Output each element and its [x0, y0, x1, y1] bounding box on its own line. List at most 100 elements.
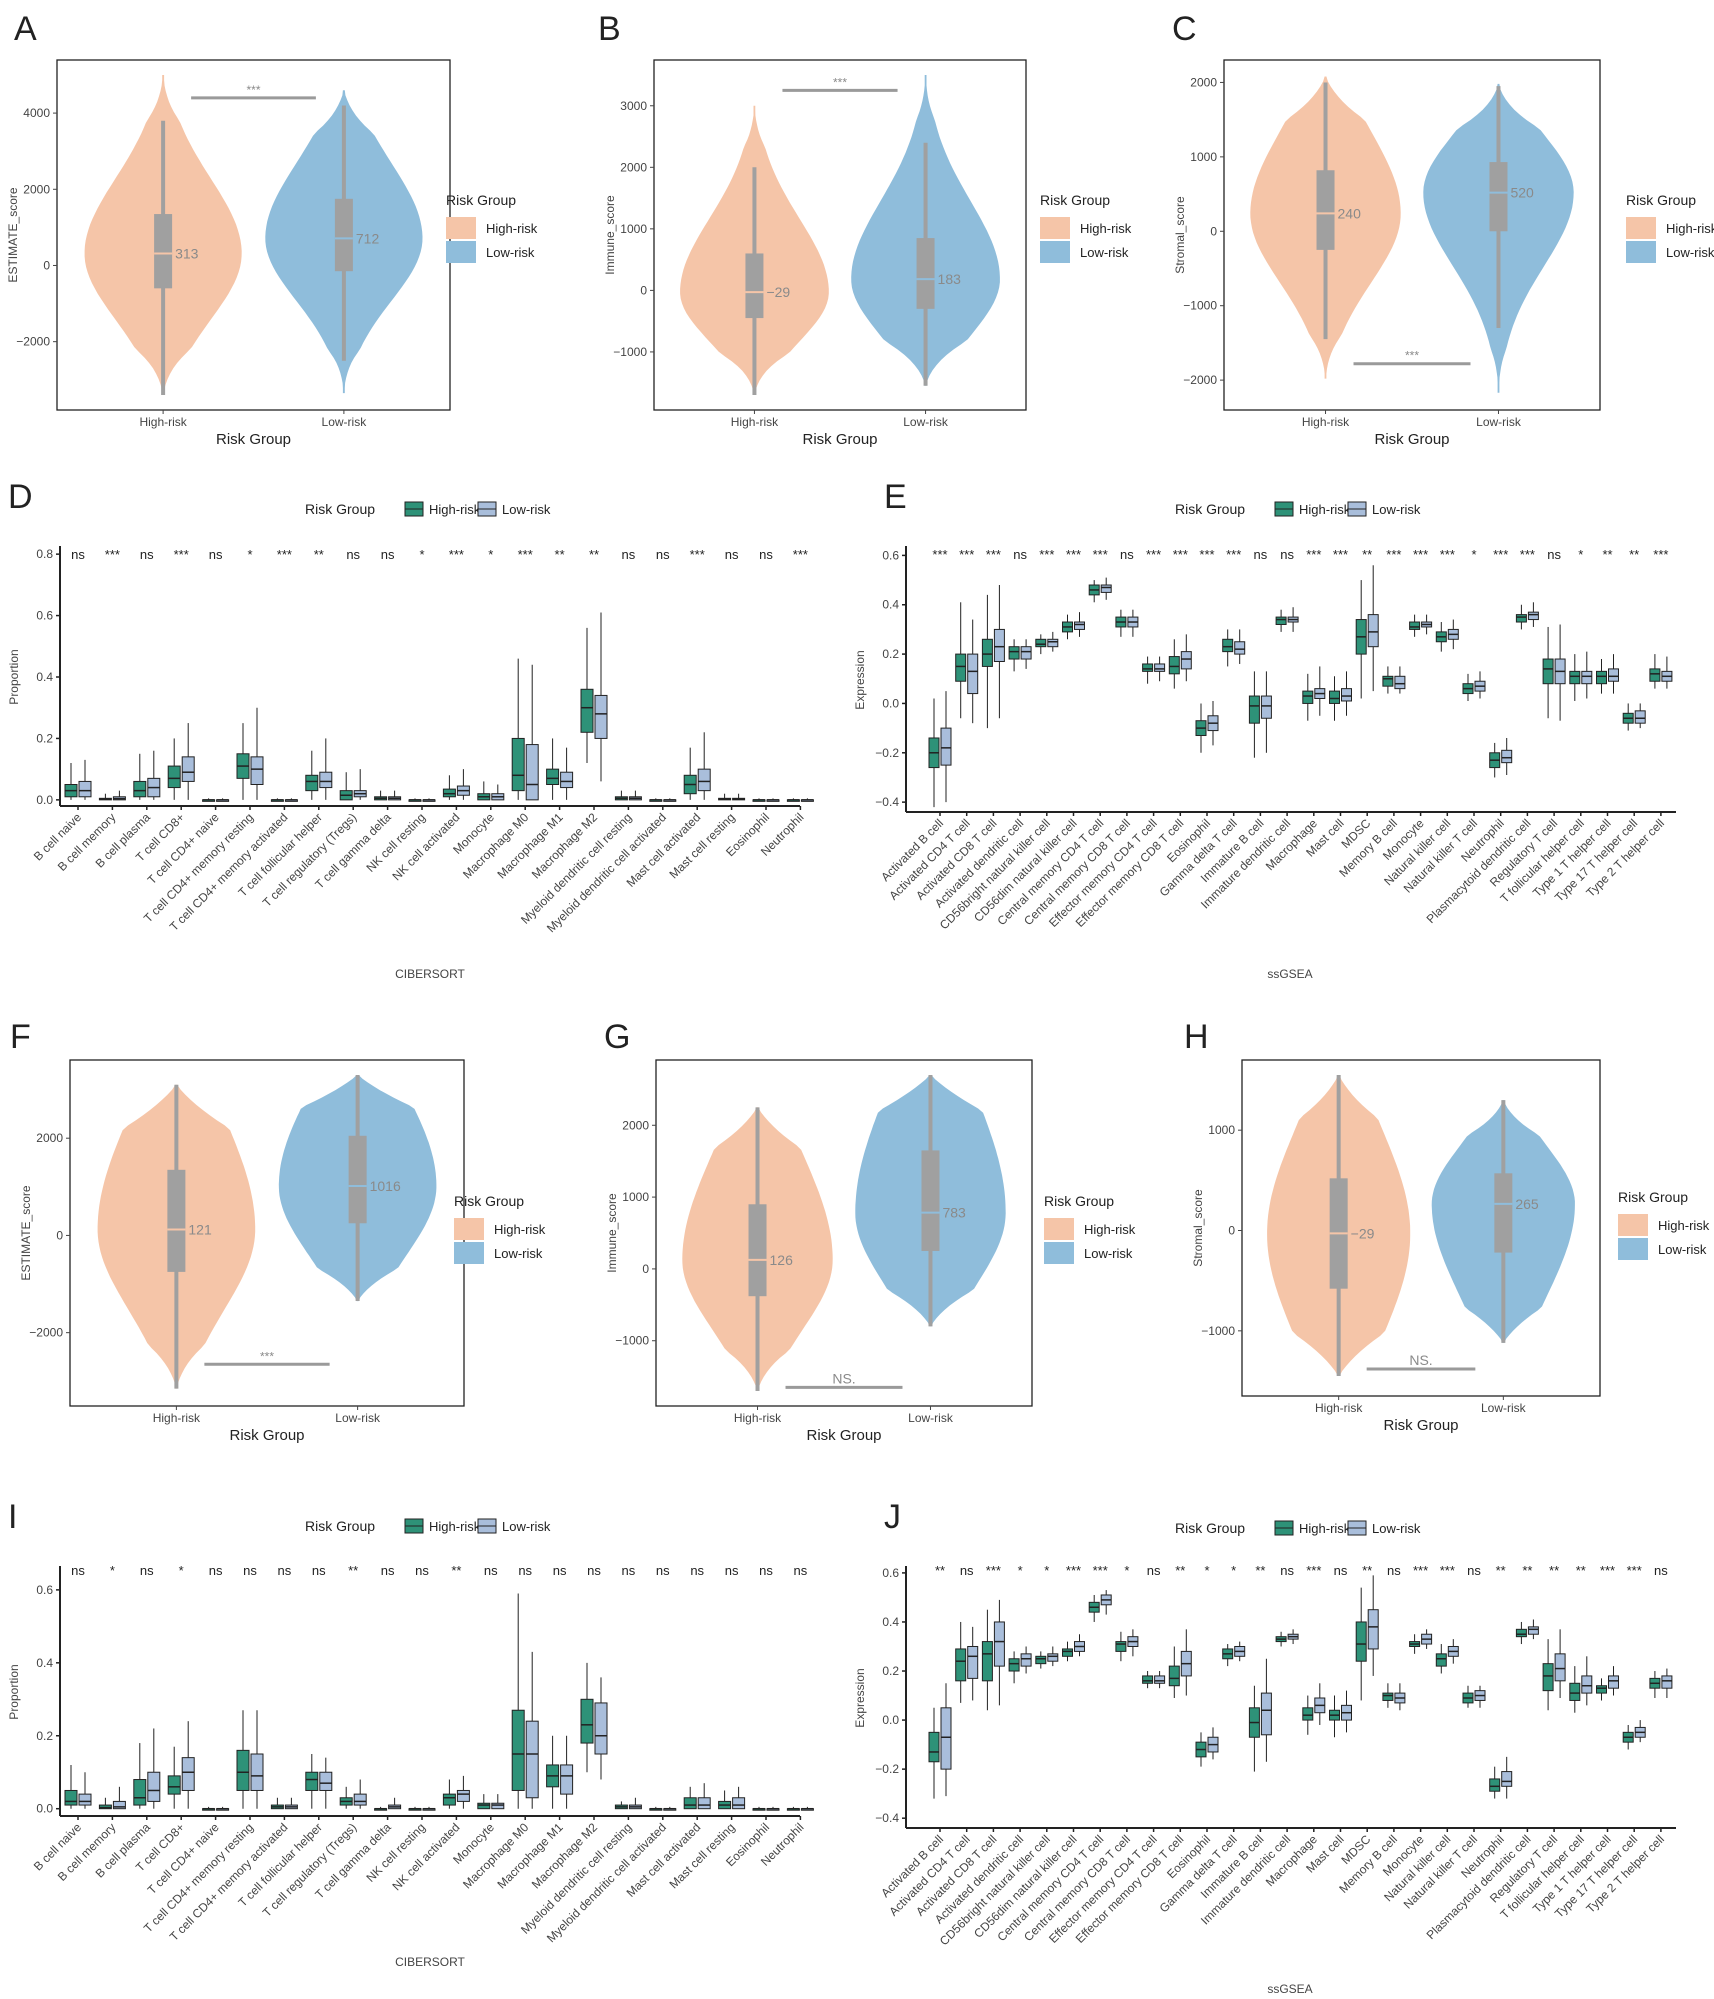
- y-tick-label: −1000: [1201, 1324, 1235, 1338]
- significance-label: ns: [209, 547, 223, 562]
- box-high: [981, 638, 993, 667]
- x-axis-title: CIBERSORT: [395, 1955, 465, 1969]
- y-axis-title: ESTIMATE_score: [19, 1185, 33, 1280]
- legend-label-high: High-risk: [1299, 502, 1351, 517]
- box-low: [112, 1800, 126, 1810]
- legend-label-low: Low-risk: [1084, 1246, 1133, 1261]
- x-tick-label: High-risk: [731, 415, 779, 429]
- box-low: [1527, 1626, 1539, 1635]
- x-axis-title: Risk Group: [806, 1427, 881, 1444]
- significance-label: **: [555, 547, 565, 562]
- panel-label-f: F: [10, 1018, 31, 1056]
- significance-label: **: [1549, 1563, 1559, 1578]
- y-axis-title: ESTIMATE_score: [6, 187, 20, 282]
- box-low: [1154, 663, 1166, 672]
- box-low: [1074, 621, 1085, 630]
- box-low: [697, 768, 711, 792]
- significance-label: ***: [1066, 1563, 1081, 1578]
- significance-label: ns: [622, 547, 636, 562]
- significance-label: **: [314, 547, 324, 562]
- y-tick-label: 0.2: [36, 731, 53, 745]
- box-high: [511, 1709, 525, 1791]
- y-tick-label: 0: [642, 1262, 649, 1276]
- y-tick-label: 1000: [1190, 150, 1217, 164]
- x-axis-title: Risk Group: [1383, 1417, 1458, 1434]
- significance-label: **: [1362, 547, 1372, 562]
- box-low: [1581, 670, 1593, 685]
- legend-label-high: High-risk: [1666, 221, 1714, 236]
- significance-label: ***: [1199, 547, 1214, 562]
- x-axis-title: Risk Group: [216, 431, 291, 448]
- box-low: [1581, 1675, 1593, 1694]
- significance-label: ***: [449, 547, 464, 562]
- significance-label: ns: [960, 1563, 974, 1578]
- significance-label: ***: [105, 547, 120, 562]
- box-high: [1489, 1778, 1501, 1792]
- legend-label-low: Low-risk: [1372, 502, 1421, 517]
- box-high: [1596, 1685, 1607, 1694]
- legend-label-high: High-risk: [429, 1519, 481, 1534]
- box-low: [1501, 1771, 1513, 1787]
- median-label: 121: [188, 1222, 212, 1238]
- chart-panel-h: −1000 0 1000 Stromal_score −29 High-risk 265 Lo…: [1191, 1059, 1710, 1434]
- box-low: [1234, 641, 1246, 655]
- significance-label: *: [1204, 1563, 1209, 1578]
- significance-label: ***: [1653, 547, 1668, 562]
- median-label: 240: [1338, 205, 1362, 221]
- median-label: −29: [766, 284, 790, 300]
- significance-label: ns: [1280, 547, 1294, 562]
- iqr-box: [748, 1204, 767, 1297]
- box-low: [78, 780, 92, 798]
- box-low: [250, 756, 264, 785]
- y-tick-label: 0.6: [36, 1583, 53, 1597]
- significance-label: ***: [174, 547, 189, 562]
- significance-label: ***: [1440, 1563, 1455, 1578]
- box-low: [353, 1793, 367, 1806]
- significance-label: ***: [277, 547, 292, 562]
- y-tick-label: 0.4: [882, 1615, 899, 1629]
- box-high: [928, 1731, 940, 1763]
- significance-label: NS.: [1409, 1352, 1432, 1368]
- box-high: [1569, 1682, 1581, 1701]
- y-tick-label: 0: [640, 283, 647, 297]
- significance-label: ns: [1467, 1563, 1481, 1578]
- chart-panel-e: −0.4−0.20.00.20.40.6Expression***Activat…: [853, 501, 1676, 981]
- box-high: [167, 765, 181, 789]
- iqr-box: [167, 1169, 186, 1272]
- legend-title: Risk Group: [446, 192, 516, 208]
- panel-label-h: H: [1184, 1018, 1209, 1056]
- legend-label-low: Low-risk: [502, 502, 551, 517]
- box-low: [560, 771, 574, 789]
- median-label: 313: [175, 246, 199, 262]
- box-high: [1035, 638, 1047, 648]
- iqr-box: [1316, 170, 1335, 250]
- significance-label: ns: [484, 1563, 498, 1578]
- significance-label: **: [589, 547, 599, 562]
- significance-label: ns: [1334, 1563, 1348, 1578]
- significance-label: *: [1471, 547, 1476, 562]
- significance-label: ***: [1146, 547, 1161, 562]
- x-tick-label: Low-risk: [903, 415, 949, 429]
- significance-label: ns: [759, 1563, 773, 1578]
- significance-label: ns: [725, 1563, 739, 1578]
- significance-label: *: [1578, 547, 1583, 562]
- box-high: [511, 737, 525, 792]
- box-low: [732, 1797, 746, 1810]
- box-high: [133, 1779, 147, 1806]
- iqr-box: [916, 238, 935, 309]
- y-axis-title: Proportion: [7, 649, 21, 704]
- y-tick-label: 0: [56, 1228, 63, 1242]
- significance-label: **: [1175, 1563, 1185, 1578]
- box-high: [442, 1793, 456, 1806]
- legend-label-low: Low-risk: [1372, 1521, 1421, 1536]
- iqr-box: [334, 198, 353, 272]
- significance-label: ***: [1066, 547, 1081, 562]
- legend-swatch-low: [446, 241, 476, 263]
- box-low: [1608, 668, 1619, 682]
- significance-label: ns: [553, 1563, 567, 1578]
- legend-title: Risk Group: [1040, 192, 1110, 208]
- y-tick-label: 0.0: [882, 696, 899, 710]
- y-tick-label: 0.0: [36, 1802, 53, 1816]
- legend-label-low: Low-risk: [1658, 1242, 1707, 1257]
